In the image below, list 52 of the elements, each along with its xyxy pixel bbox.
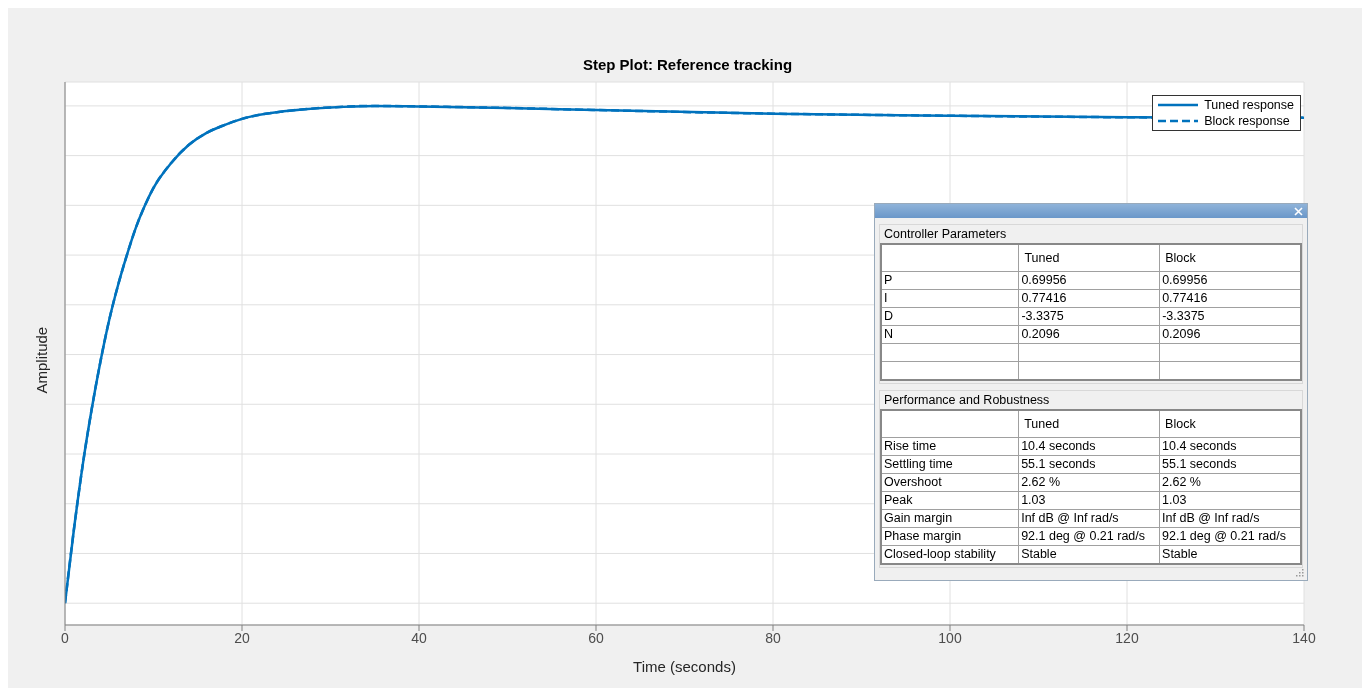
category-label: Block xyxy=(1159,244,1301,272)
text: 0.77416 xyxy=(1021,291,1067,305)
category-label: Block xyxy=(1159,410,1301,438)
text: Inf dB @ Inf rad/s xyxy=(1162,511,1260,525)
legend-label: Block response xyxy=(1204,113,1290,129)
x-tick-label: 80 xyxy=(765,629,781,646)
text: 92.1 deg @ 0.21 rad/s xyxy=(1162,529,1286,543)
text: 0.69956 xyxy=(1162,273,1208,287)
text: 0.77416 xyxy=(1162,291,1208,305)
text: 0.2096 xyxy=(1162,327,1201,341)
x-tick-label: 0 xyxy=(61,629,70,646)
x-axis-title: Time (seconds) xyxy=(633,658,736,675)
text: 0.2096 xyxy=(1021,327,1060,341)
category-label: Tuned xyxy=(1018,410,1160,438)
text: Inf dB @ Inf rad/s xyxy=(1021,511,1119,525)
x-tick-label: 120 xyxy=(1115,629,1139,646)
category-label: Phase margin xyxy=(884,529,962,543)
x-tick-label: 60 xyxy=(588,629,604,646)
x-tick-label: 40 xyxy=(411,629,427,646)
text: 2.62 % xyxy=(1021,475,1061,489)
category-label: Overshoot xyxy=(884,475,942,489)
category-label: Tuned xyxy=(1018,244,1160,272)
chart-title: Controller Parameters xyxy=(884,227,1007,241)
text: 0.69956 xyxy=(1021,273,1067,287)
text: 10.4 seconds xyxy=(1021,439,1096,453)
category-label: Closed-loop stability xyxy=(884,547,996,561)
text: 55.1 seconds xyxy=(1021,457,1096,471)
text: Stable xyxy=(1162,547,1198,561)
category-label: I xyxy=(884,291,888,305)
category-label: Gain margin xyxy=(884,511,953,525)
category-label: Peak xyxy=(884,493,913,507)
chart-title: Step Plot: Reference tracking xyxy=(581,56,794,73)
category-label: Rise time xyxy=(884,439,937,453)
text: 1.03 xyxy=(1162,493,1187,507)
text: 10.4 seconds xyxy=(1162,439,1237,453)
legend-label: Tuned response xyxy=(1204,97,1294,113)
text: 2.62 % xyxy=(1162,475,1201,489)
category-label: D xyxy=(884,309,894,323)
text: 55.1 seconds xyxy=(1162,457,1237,471)
text: 92.1 deg @ 0.21 rad/s xyxy=(1021,529,1146,543)
x-tick-label: 20 xyxy=(234,629,250,646)
text: 1.03 xyxy=(1021,493,1046,507)
category-label: P xyxy=(884,273,893,287)
text: -3.3375 xyxy=(1021,309,1064,323)
chart-title: Performance and Robustness xyxy=(884,393,1050,407)
x-tick-label: 140 xyxy=(1292,629,1316,646)
category-label: N xyxy=(884,327,894,341)
y-axis-title: Amplitude xyxy=(33,326,51,394)
x-tick-label: 100 xyxy=(938,629,962,646)
text: -3.3375 xyxy=(1162,309,1205,323)
category-label: Settling time xyxy=(884,457,953,471)
text: Stable xyxy=(1021,547,1057,561)
